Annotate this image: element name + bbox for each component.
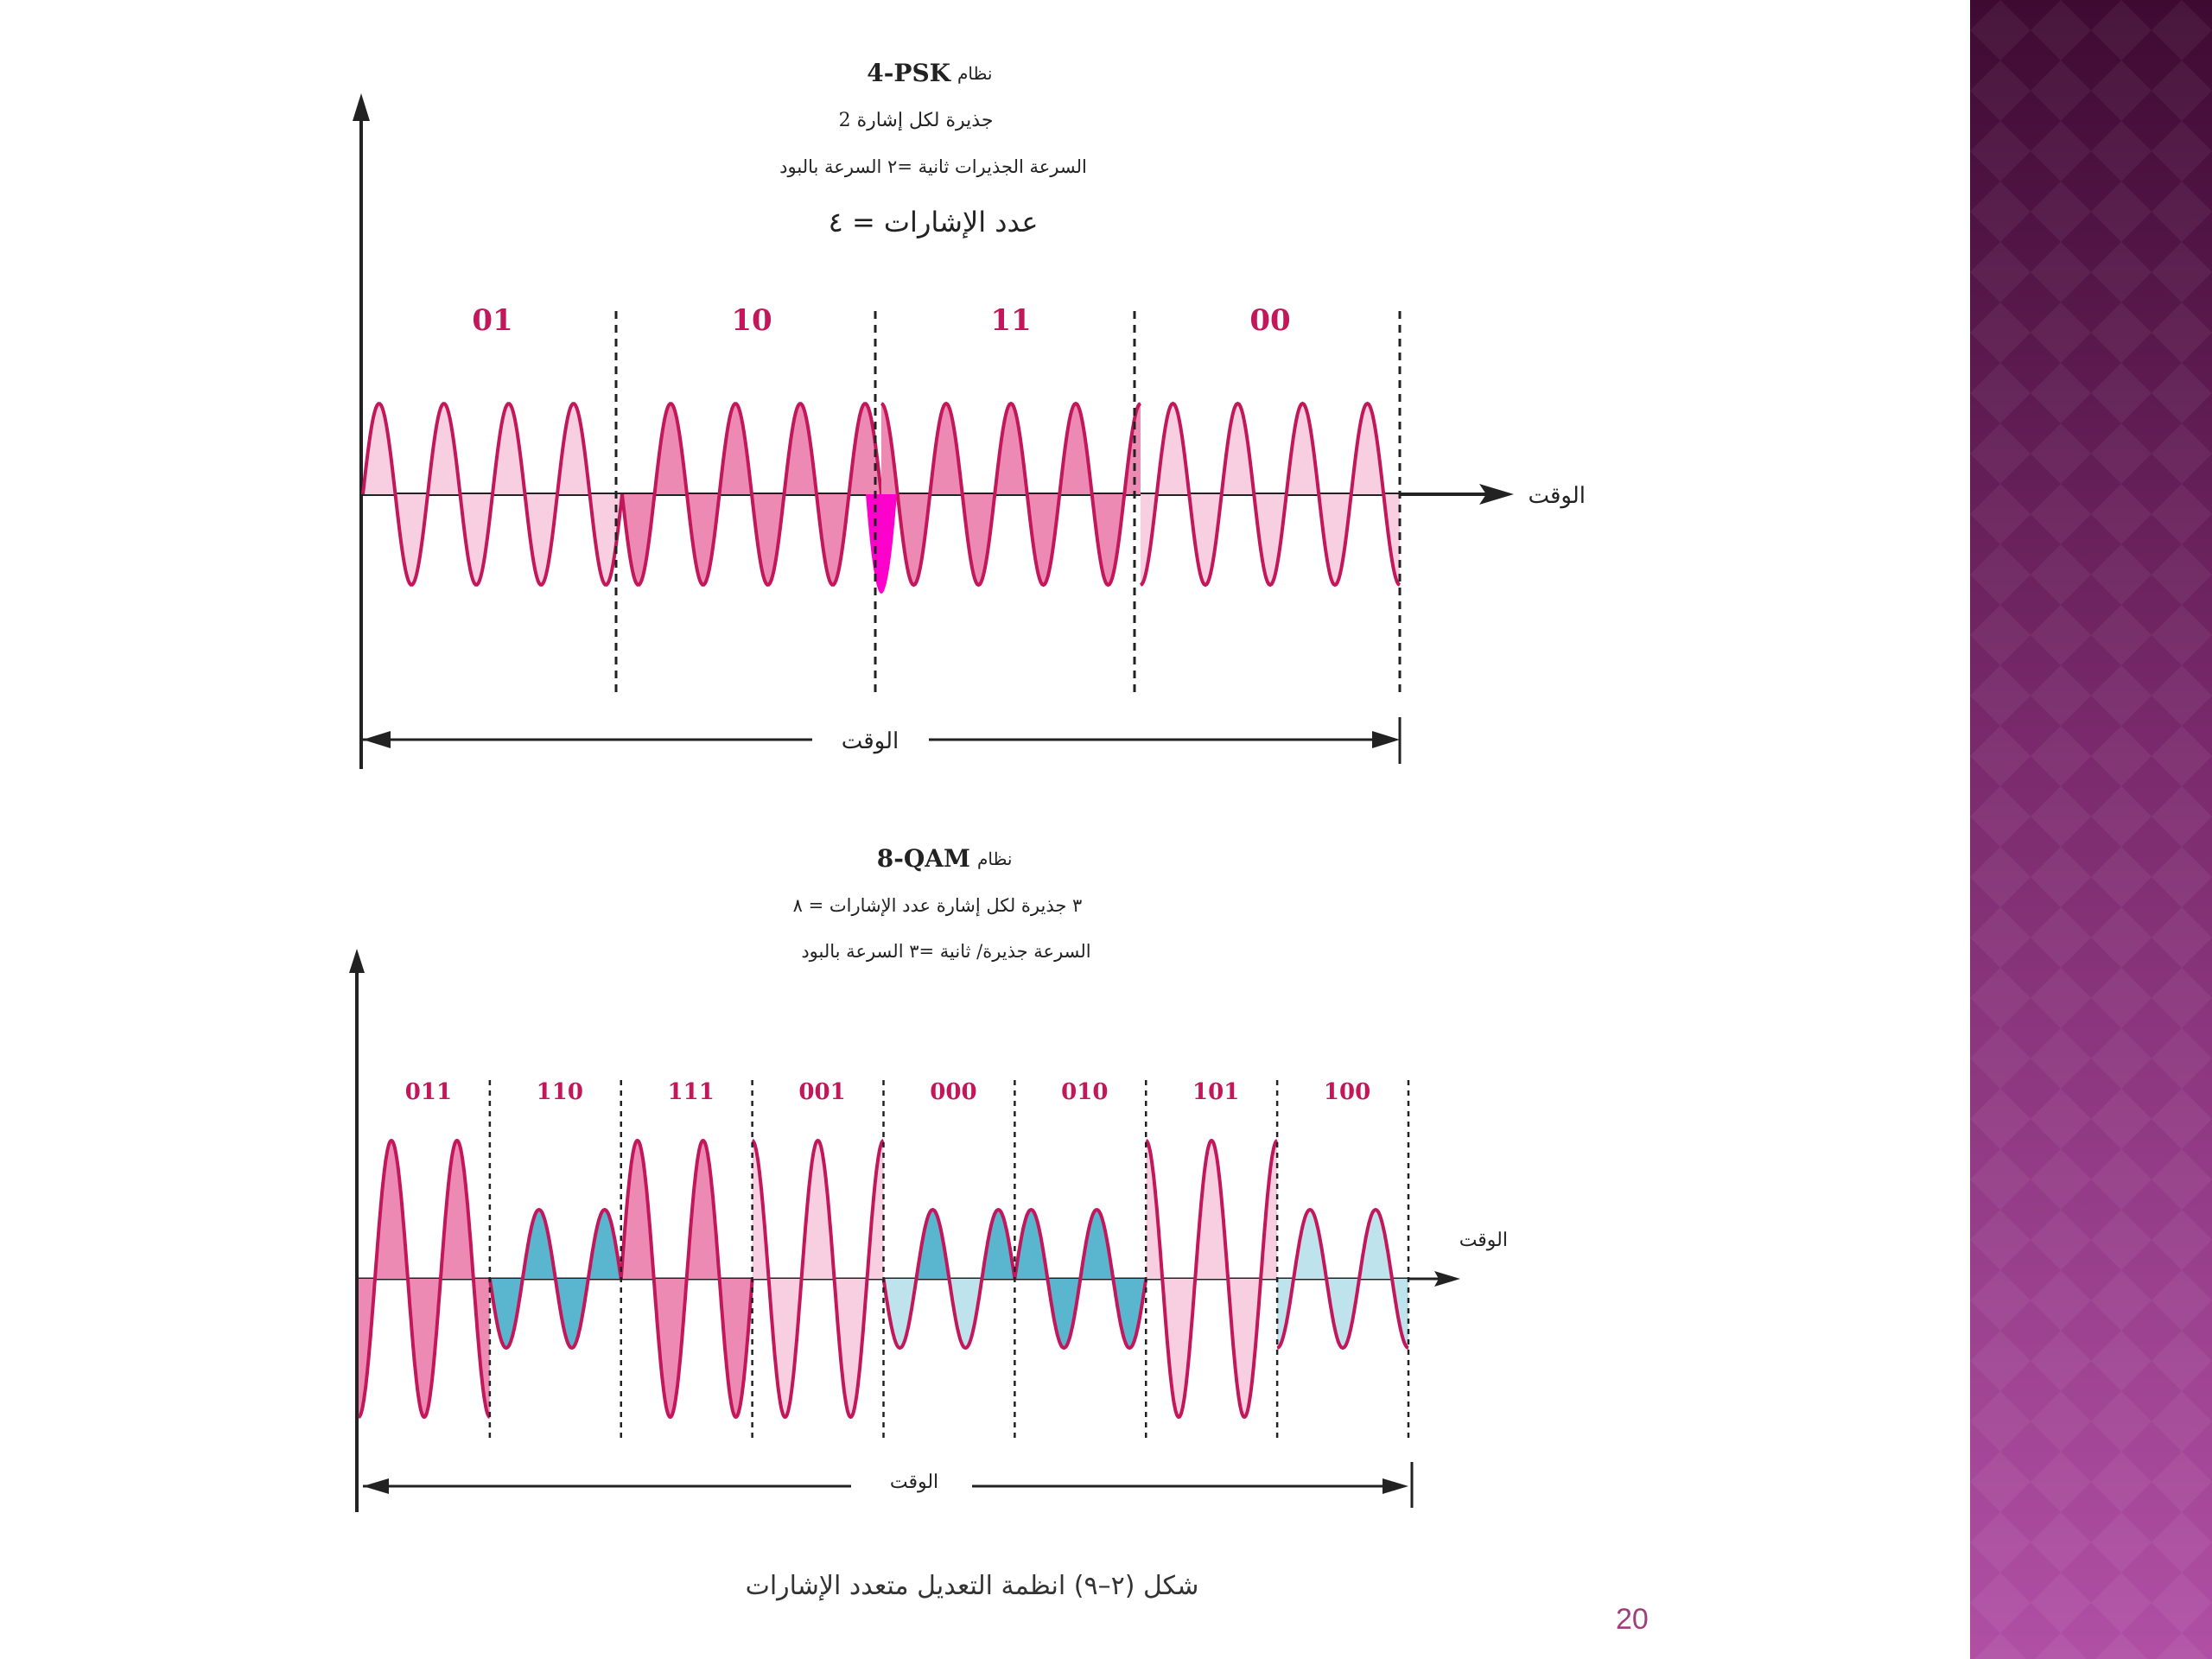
qam-segment-dividers [488,1080,1410,1439]
psk-time-axis-label: الوقت [1528,483,1586,509]
qam-bits-signals: ٣ جذيرة لكل إشارة عدد الإشارات = ٨ [793,895,1083,917]
qam-segment-labels: 011 110 111 001 000 010 101 100 [405,1079,1370,1105]
qam-segment-7 [1276,1207,1409,1351]
psk-segment-0 [361,402,624,587]
psk-span-label: الوقت [842,728,899,754]
qam-bit-label: 001 [798,1079,845,1105]
qam-segment-0 [358,1138,491,1420]
psk-title-system: نظام [957,63,992,84]
psk-segment-2 [880,401,1141,588]
qam-bit-label: 000 [930,1079,976,1105]
psk-rate: السرعة الجذيرات ثانية =٢ السرعة بالبود [779,156,1087,178]
psk-bit-label: 11 [990,303,1031,338]
psk-x-arrow [1479,484,1514,505]
qam-rate: السرعة جذيرة/ ثانية =٣ السرعة بالبود [801,941,1090,963]
qam-time-span [363,1462,1414,1508]
psk-signal-count: عدد الإشارات = ٤ [829,206,1039,238]
qam-segment-6 [1145,1138,1278,1420]
qam-bit-label: 101 [1192,1079,1239,1105]
qam-waveform [358,1138,1409,1420]
qam-title-name: 8-QAM [877,844,970,873]
qam-x-arrow [1434,1271,1460,1287]
psk-segment-dividers [614,311,1402,696]
qam-segment-5 [1013,1207,1148,1351]
qam-span-label: الوقت [890,1471,938,1493]
psk-y-arrow [353,93,370,121]
psk-axes [353,93,1514,769]
decorative-side-panel [1970,0,2212,1659]
qam-segment-1 [487,1207,623,1351]
psk-waveform [361,401,1401,594]
psk-phase-shift-highlight [866,494,897,594]
psk-segment-3 [1140,401,1401,588]
modulation-figure: 4-PSK نظام 2 جذيرة لكل إشارة السرعة الجذ… [349,59,1586,1601]
psk-time-span [363,717,1402,764]
qam-segment-2 [619,1138,754,1420]
psk-header: 4-PSK نظام 2 جذيرة لكل إشارة السرعة الجذ… [779,59,1087,238]
psk-title-name: 4-PSK [867,59,951,87]
qam-bit-label: 011 [405,1079,452,1105]
qam-axes [349,949,1460,1512]
qam-segment-3 [751,1138,885,1420]
psk-bit-label: 00 [1249,303,1290,338]
psk-segment-1 [620,402,883,587]
qam-bit-label: 111 [668,1079,715,1105]
psk-bit-label: 10 [731,303,772,338]
psk-bits-per-signal: 2 جذيرة لكل إشارة [839,110,994,131]
qam-header: 8-QAM نظام ٣ جذيرة لكل إشارة عدد الإشارا… [793,844,1091,963]
qam-bit-label: 100 [1324,1079,1370,1105]
page-number: 20 [1616,1603,1649,1636]
qam-bit-label: 010 [1061,1079,1108,1105]
qam-y-arrow [349,949,365,973]
figure-caption: شكل (٢–٩) انظمة التعديل متعدد الإشارات [746,1571,1199,1601]
qam-segment-4 [881,1207,1017,1351]
psk-bit-label: 01 [472,303,512,338]
psk-segment-labels: 01 10 11 00 [472,303,1290,338]
qam-bit-label: 110 [537,1079,583,1105]
qam-title-system: نظام [977,849,1012,869]
qam-time-axis-label: الوقت [1459,1230,1508,1251]
